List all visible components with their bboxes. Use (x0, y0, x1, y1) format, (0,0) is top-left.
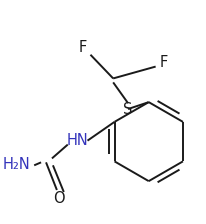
Text: S: S (123, 101, 133, 116)
Text: HN: HN (67, 133, 89, 148)
Text: O: O (53, 191, 65, 206)
Text: F: F (159, 55, 168, 70)
Text: H₂N: H₂N (2, 157, 30, 172)
Text: F: F (78, 40, 87, 55)
